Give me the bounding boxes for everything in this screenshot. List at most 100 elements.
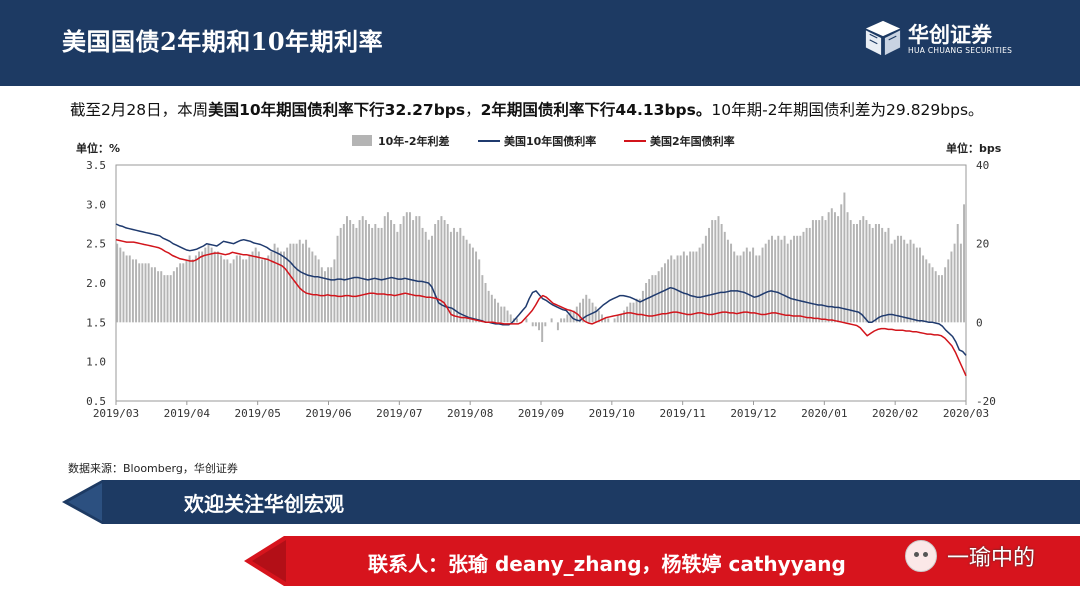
legend-swatch-spread	[352, 135, 372, 146]
spread-bar	[235, 255, 238, 323]
spread-bar	[912, 243, 915, 323]
spread-bar	[588, 298, 591, 323]
spread-bar	[264, 259, 267, 323]
y-left-tick-label: 0.5	[86, 395, 106, 408]
spread-bar	[449, 231, 452, 323]
spread-bar	[708, 227, 711, 323]
spread-bar	[361, 216, 364, 323]
spread-bar	[827, 212, 830, 323]
spread-bar	[399, 224, 402, 323]
spread-bar	[733, 251, 736, 323]
spread-bar	[865, 220, 868, 323]
spread-bar	[616, 314, 619, 323]
spread-bar	[726, 239, 729, 323]
spread-bar	[421, 227, 424, 323]
spread-bar	[692, 251, 695, 323]
spread-bar	[437, 220, 440, 323]
spread-bar	[626, 306, 629, 323]
spread-bar	[918, 247, 921, 323]
legend-label: 美国2年国债利率	[650, 134, 735, 148]
spread-bar	[783, 235, 786, 323]
spread-bar	[673, 259, 676, 323]
spread-bar	[670, 255, 673, 323]
spread-bar	[534, 322, 537, 327]
y-right-tick-label: 0	[976, 316, 983, 329]
spread-bar	[245, 259, 248, 323]
spread-bar	[764, 243, 767, 323]
spread-bar	[320, 267, 323, 323]
spread-bar	[956, 224, 959, 323]
spread-bar	[736, 255, 739, 323]
spread-bar	[714, 220, 717, 323]
spread-bar	[780, 239, 783, 323]
spread-bar	[742, 251, 745, 323]
y-left-tick-label: 1.5	[86, 316, 106, 329]
spread-bar	[216, 251, 219, 323]
spread-bar	[884, 231, 887, 323]
spread-bar	[459, 227, 462, 323]
spread-bar	[654, 275, 657, 323]
spread-bar	[679, 255, 682, 323]
spread-bar	[314, 255, 317, 323]
spread-bar	[585, 294, 588, 323]
spread-bar	[402, 216, 405, 323]
spread-bar	[176, 267, 178, 323]
spread-bar	[796, 235, 799, 323]
spread-bar	[651, 275, 654, 323]
spread-bar	[380, 227, 383, 323]
x-tick-label: 2020/02	[872, 407, 918, 420]
spread-bar	[490, 294, 493, 323]
summary-highlight-2y: 2年期国债利率下行44.13bps。	[480, 101, 712, 119]
summary-part-5: 10年期-2年期国债利差为29.829bps。	[711, 101, 984, 119]
spread-bar	[953, 243, 956, 323]
legend-label: 美国10年国债利率	[504, 134, 596, 148]
spread-bar	[273, 243, 276, 323]
spread-bar	[676, 255, 679, 323]
spread-bar	[122, 251, 125, 323]
yield-chart: 3.5 3.0 2.5 2.0 1.5 1.0 0.5 40 20 0 -20 单位：% 单位：bps 2…	[76, 134, 1002, 420]
spread-bar	[963, 204, 966, 323]
y-right-tick-label: -20	[976, 395, 996, 408]
spread-bar	[887, 227, 890, 323]
spread-bar	[852, 224, 855, 323]
spread-bar	[305, 239, 308, 323]
spread-bar	[525, 318, 528, 323]
spread-bar	[292, 243, 295, 323]
watermark-text: 一瑜中的	[947, 546, 1036, 571]
spread-bar	[931, 267, 934, 323]
x-tick-label: 2019/09	[518, 407, 564, 420]
summary-highlight-10y: 美国10年期国债利率下行32.27bps	[208, 101, 466, 119]
spread-bar	[840, 204, 843, 323]
company-logo: 华创证券 HUA CHUANG SECURITIES	[864, 19, 1054, 63]
spread-bar	[799, 235, 802, 323]
spread-bar	[497, 302, 500, 323]
spread-bar	[856, 224, 858, 323]
spread-bar	[607, 318, 610, 323]
spread-bar	[846, 212, 849, 323]
spread-bar	[144, 263, 147, 323]
spread-bar	[805, 227, 808, 323]
spread-bar	[934, 271, 937, 323]
spread-bar	[191, 259, 194, 323]
x-tick-label: 2019/10	[589, 407, 635, 420]
spread-bar	[830, 208, 833, 323]
spread-bar	[566, 314, 569, 323]
spread-bar	[871, 227, 874, 323]
spread-bar	[286, 247, 289, 323]
spread-bar	[777, 235, 780, 323]
spread-bar	[377, 227, 380, 323]
spread-bar	[689, 251, 692, 323]
spread-bar	[604, 318, 607, 323]
spread-bar	[166, 275, 169, 323]
spread-bar	[475, 251, 478, 323]
summary-text: 截至2月28日，本周美国10年期国债利率下行32.27bps，2年期国债利率下行…	[70, 98, 984, 120]
spread-bar	[837, 216, 840, 323]
spread-bar	[349, 220, 352, 323]
spread-bar	[153, 267, 156, 323]
spread-bar	[541, 322, 544, 342]
spread-bar	[821, 216, 824, 323]
spread-bar	[289, 243, 292, 323]
spread-bar	[748, 251, 751, 323]
spread-bar	[456, 231, 459, 323]
x-tick-label: 2019/06	[305, 407, 351, 420]
